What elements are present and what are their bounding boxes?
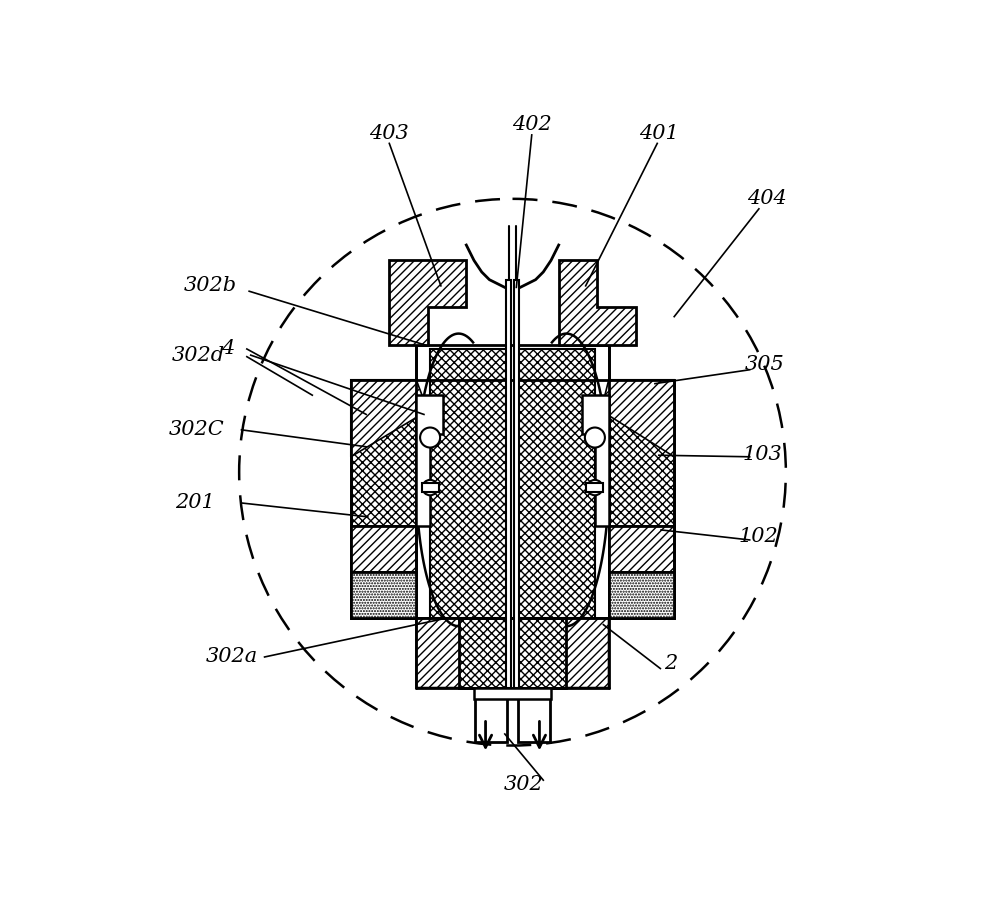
Bar: [506, 279, 511, 687]
Polygon shape: [559, 260, 636, 346]
Text: 404: 404: [747, 189, 786, 209]
Circle shape: [587, 480, 603, 495]
Bar: [518, 687, 550, 742]
Polygon shape: [609, 573, 674, 618]
Circle shape: [422, 480, 438, 495]
Text: 102: 102: [739, 527, 779, 546]
Bar: [586, 483, 603, 493]
Text: 305: 305: [745, 355, 785, 374]
Polygon shape: [550, 618, 609, 687]
Polygon shape: [518, 349, 595, 618]
Polygon shape: [389, 260, 466, 346]
Bar: [416, 346, 609, 618]
Text: 401: 401: [639, 124, 679, 142]
Bar: [422, 483, 439, 493]
Polygon shape: [609, 380, 674, 618]
Bar: [475, 687, 507, 742]
Circle shape: [585, 427, 605, 448]
Text: 4: 4: [221, 339, 234, 358]
Text: 302d: 302d: [172, 346, 225, 365]
Text: 302: 302: [504, 775, 544, 793]
Text: 2: 2: [664, 653, 677, 673]
Polygon shape: [416, 395, 443, 526]
Bar: [474, 687, 551, 699]
Text: 103: 103: [743, 445, 783, 464]
Bar: [514, 279, 519, 687]
Text: 302C: 302C: [169, 420, 225, 439]
Polygon shape: [430, 349, 507, 618]
Polygon shape: [601, 380, 674, 457]
Polygon shape: [416, 618, 475, 687]
Polygon shape: [518, 618, 566, 687]
Circle shape: [420, 427, 440, 448]
Text: 402: 402: [512, 115, 552, 133]
Text: 302b: 302b: [184, 277, 237, 295]
Text: 302a: 302a: [205, 648, 258, 666]
Polygon shape: [582, 395, 609, 526]
Polygon shape: [351, 526, 416, 573]
Polygon shape: [459, 618, 507, 687]
Polygon shape: [351, 380, 416, 618]
Text: 201: 201: [175, 494, 214, 513]
Polygon shape: [351, 380, 428, 457]
Text: 403: 403: [369, 124, 409, 142]
Polygon shape: [351, 573, 416, 618]
Polygon shape: [609, 526, 674, 573]
